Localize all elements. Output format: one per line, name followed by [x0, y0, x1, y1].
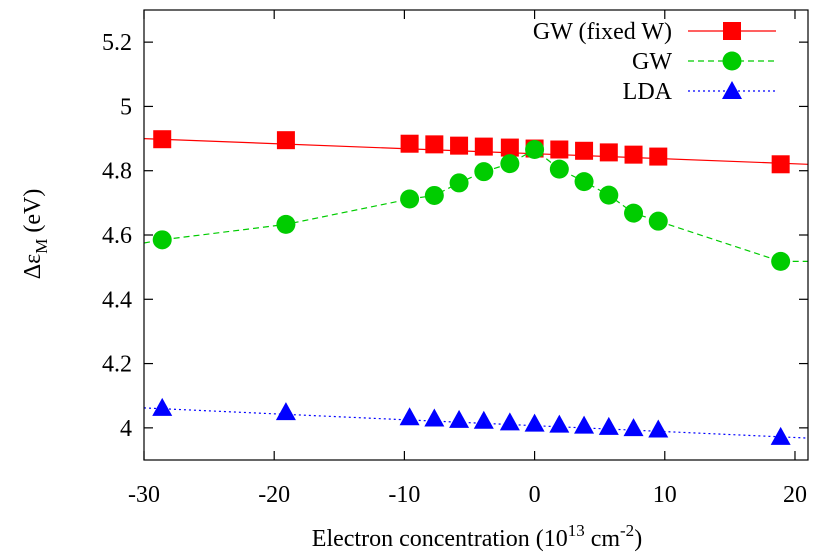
- x-tick-label: -20: [258, 482, 290, 508]
- series-0-point-5: [474, 137, 493, 156]
- legend-marker-0: [723, 22, 741, 40]
- legend-label-1: GW: [632, 49, 672, 75]
- y-tick-label: 5.2: [102, 30, 132, 56]
- y-tick-label: 4.6: [102, 223, 132, 249]
- series-0-point-6: [500, 138, 519, 157]
- legend-marker-1: [722, 51, 742, 71]
- series-0-point-3: [425, 135, 444, 154]
- series-line-1: [143, 148, 808, 262]
- y-tick-label: 4.4: [102, 287, 132, 313]
- series-2-point-4: [449, 409, 470, 428]
- y-tick-label: 4: [120, 416, 132, 442]
- x-tick-label: 10: [653, 482, 677, 508]
- series-1-point-7: [525, 140, 545, 159]
- series-1-point-12: [648, 211, 668, 231]
- series-2-point-12: [648, 419, 669, 438]
- legend-label-0: GW (fixed W): [533, 19, 672, 45]
- series-1-point-10: [599, 185, 619, 205]
- series-2-point-13: [770, 426, 791, 445]
- plot-area: [143, 130, 809, 445]
- series-2-point-10: [598, 416, 619, 435]
- plot-frame: [143, 9, 809, 461]
- series-1-point-13: [771, 251, 791, 271]
- x-tick-label: 0: [529, 482, 541, 508]
- series-1-point-11: [624, 203, 644, 223]
- series-1-point-3: [424, 185, 444, 205]
- x-tick-label: -30: [128, 482, 160, 508]
- series-2-point-7: [524, 413, 545, 432]
- series-2-point-8: [549, 414, 570, 433]
- series-2-point-3: [424, 408, 445, 427]
- y-axis-label: ΔεM (eV): [20, 189, 51, 280]
- series-2-point-1: [275, 402, 296, 421]
- series-0-point-13: [771, 155, 790, 174]
- series-0-point-8: [550, 140, 569, 159]
- y-tick-label: 4.2: [102, 352, 132, 378]
- series-0-point-11: [624, 145, 643, 164]
- series-0-point-9: [575, 141, 594, 160]
- series-1-point-4: [449, 173, 469, 193]
- legend-label-2: LDA: [623, 79, 673, 105]
- x-axis-label: Electron concentration (1013 cm-2): [312, 521, 642, 552]
- axes: -30 -20 -10 0 10 20 4 4.2 4.4 4.6 4.8 5 5.2: [102, 9, 809, 508]
- series-1-point-2: [400, 189, 420, 209]
- legend-marker-2: [722, 81, 742, 99]
- series-2-point-5: [473, 410, 494, 429]
- series-1-point-1: [276, 214, 296, 234]
- x-tick-label: 20: [783, 482, 807, 508]
- series-2-point-9: [574, 415, 595, 434]
- series-1-point-9: [574, 172, 594, 192]
- x-tick-label: -10: [388, 482, 420, 508]
- series-2-point-2: [399, 407, 420, 426]
- series-1-point-8: [549, 159, 569, 179]
- series-1-point-0: [152, 230, 172, 250]
- series-1-point-6: [500, 154, 520, 174]
- series-2-point-0: [152, 397, 173, 416]
- y-tick-label: 5: [120, 94, 132, 120]
- legend: GW (fixed W) GW LDA: [533, 19, 776, 105]
- series-0-point-0: [153, 130, 172, 149]
- series-0-point-10: [599, 143, 618, 162]
- series-2-point-6: [499, 412, 520, 431]
- series-2-point-11: [623, 418, 644, 437]
- series-0-point-2: [400, 134, 419, 153]
- series-0-point-12: [649, 147, 668, 166]
- y-tick-label: 4.8: [102, 159, 132, 185]
- series-0-point-4: [450, 136, 469, 155]
- series-0-point-1: [276, 131, 295, 150]
- series-line-2: [143, 407, 809, 439]
- series-1-point-5: [474, 162, 494, 182]
